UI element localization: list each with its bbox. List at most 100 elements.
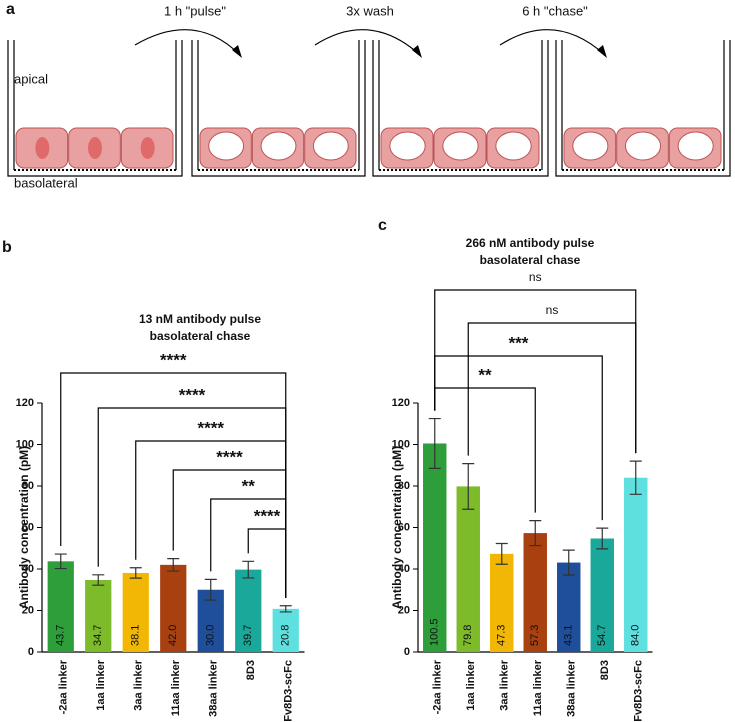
panel-label: c [378, 217, 387, 234]
y-tick-label: 100 [16, 438, 34, 450]
arrow-head [412, 45, 422, 58]
value-label: 39.7 [242, 625, 254, 646]
arrow [499, 29, 606, 56]
error-bar [629, 460, 642, 495]
bar [523, 533, 547, 652]
error-bar [167, 558, 180, 572]
x-tick-label: 8D3 [245, 660, 257, 680]
significance-label: **** [216, 447, 243, 466]
well-inner [13, 40, 177, 170]
y-tick-label: 120 [392, 397, 410, 409]
y-tick-label: 120 [16, 397, 34, 409]
y-tick-label: 40 [398, 563, 410, 575]
x-tick-label: 38aa linker [566, 659, 578, 717]
significance-bracket [247, 528, 287, 598]
x-tick-label: 11aa linker [170, 659, 182, 716]
apical-label: apical [14, 71, 48, 86]
nucleus [35, 137, 50, 159]
bar [47, 561, 74, 652]
arrow-head [232, 45, 242, 58]
arrow-head [597, 45, 607, 58]
significance-label: ns [529, 270, 542, 284]
significance-bracket [97, 407, 287, 598]
error-bar [428, 417, 441, 469]
bar [423, 443, 447, 652]
value-label: 54.7 [596, 625, 608, 646]
y-tick-label: 60 [398, 521, 410, 533]
nucleus [140, 137, 155, 159]
value-label: 43.7 [55, 625, 67, 646]
significance-label: ** [242, 476, 256, 495]
well [7, 40, 183, 177]
panel-label: a [6, 1, 15, 18]
value-label: 42.0 [167, 625, 179, 646]
y-tick-label: 20 [398, 604, 410, 616]
wells [7, 40, 731, 177]
well-inner [561, 40, 725, 170]
well [191, 40, 366, 177]
well-inner [378, 40, 543, 170]
x-tick-label: scFv8D3-scFc [633, 660, 645, 722]
significance-bracket [434, 355, 603, 521]
significance-bracket [467, 322, 637, 456]
value-label: 100.5 [429, 618, 441, 646]
x-tick-label: 8D3 [599, 660, 611, 680]
error-bar [562, 549, 575, 576]
y-tick-label: 20 [22, 604, 34, 616]
x-tick-label: 1aa linker [465, 659, 477, 710]
vesicle [624, 131, 662, 161]
error-bar [54, 553, 67, 570]
error-bar [129, 567, 142, 579]
value-label: 34.7 [92, 625, 104, 646]
x-tick-label: 1aa linker [95, 659, 107, 710]
y-tick-label: 60 [22, 521, 34, 533]
value-label: 47.3 [496, 625, 508, 646]
bar [456, 486, 480, 652]
error-bar [462, 462, 475, 510]
well-inner [197, 40, 360, 170]
significance-label: **** [160, 350, 187, 369]
x-tick-label: scFv8D3-scFc [283, 660, 295, 722]
y-tick-label: 100 [392, 438, 410, 450]
arrow [134, 29, 241, 56]
significance-label: **** [254, 506, 281, 525]
x-tick-label: 38aa linker [208, 659, 220, 717]
bar [557, 562, 581, 652]
y-axis-label: Antibody concentration (pM) [390, 446, 404, 609]
panel-label: b [2, 239, 12, 256]
vesicle [208, 131, 245, 161]
nucleus [88, 137, 102, 159]
step-label: 3x wash [346, 3, 394, 18]
error-bar [92, 574, 105, 586]
bar [590, 538, 614, 652]
significance-label: *** [509, 333, 529, 352]
y-tick-label: 0 [404, 646, 410, 658]
arrow [314, 29, 421, 56]
error-bar [596, 527, 609, 550]
step-label: 1 h "pulse" [164, 3, 226, 18]
bar [272, 608, 299, 652]
y-tick-label: 80 [398, 480, 410, 492]
chart-subtitle: basolateral chase [480, 253, 581, 267]
x-tick-label: -2aa linker [58, 659, 70, 714]
value-label: 30.0 [205, 625, 217, 646]
panel-a: a 1 h "pulse" 3x wash 6 h "chase" apical… [6, 1, 731, 190]
error-bar [204, 578, 217, 601]
bar [85, 579, 112, 652]
value-label: 84.0 [630, 625, 642, 646]
significance-label: **** [198, 418, 225, 437]
vesicle [572, 131, 609, 161]
value-label: 38.1 [130, 625, 142, 646]
bar [624, 477, 648, 652]
value-label: 57.3 [529, 625, 541, 646]
y-tick-label: 0 [28, 646, 34, 658]
chart-title: 13 nM antibody pulse [139, 312, 261, 326]
value-label: 43.1 [563, 625, 575, 646]
basolateral-label: basolateral [14, 175, 78, 190]
chart-title: 266 nM antibody pulse [466, 236, 595, 250]
step-label: 6 h "chase" [522, 3, 588, 18]
bar [235, 569, 262, 652]
vesicle [260, 131, 297, 161]
vesicle [312, 131, 349, 161]
